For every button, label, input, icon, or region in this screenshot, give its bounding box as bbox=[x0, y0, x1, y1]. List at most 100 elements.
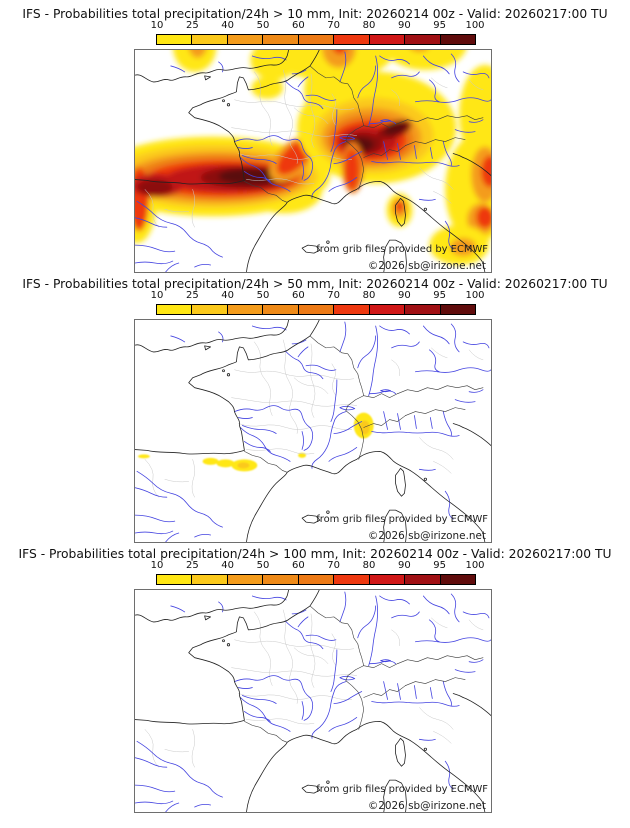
colorbar-tick-label: 95 bbox=[433, 20, 447, 31]
colorbar-tick-label: 40 bbox=[221, 560, 235, 571]
colorbar: 10 25 40 50 60 70 80 90 95 100 bbox=[151, 20, 485, 46]
colorbar-tick-label: 80 bbox=[362, 560, 376, 571]
colorbar-segment bbox=[440, 305, 475, 314]
colorbar-segment bbox=[298, 35, 335, 44]
precip-probability-area bbox=[333, 50, 347, 54]
colorbar-segment bbox=[405, 575, 441, 584]
colorbar-tick-label: 90 bbox=[397, 560, 411, 571]
precip-probability-area bbox=[136, 179, 173, 196]
colorbar-tick-label: 100 bbox=[465, 290, 485, 301]
colorbar-tick-label: 80 bbox=[362, 20, 376, 31]
colorbar-ticks: 10 25 40 50 60 70 80 90 95 100 bbox=[151, 290, 485, 302]
colorbar-tick-label: 70 bbox=[327, 20, 341, 31]
colorbar-segment bbox=[227, 35, 264, 44]
colorbar-tick-label: 40 bbox=[221, 290, 235, 301]
colorbar-tick-label: 90 bbox=[397, 290, 411, 301]
map-svg: from grib files provided by ECMWF ©2026 s… bbox=[135, 320, 491, 542]
colorbar-segment bbox=[405, 35, 441, 44]
colorbar-segment bbox=[192, 35, 228, 44]
colorbar-tick-label: 70 bbox=[327, 290, 341, 301]
precip-probability-area bbox=[412, 50, 427, 52]
panel-title: IFS - Probabilities total precipitation/… bbox=[22, 7, 608, 21]
precip-probability-area bbox=[266, 50, 394, 80]
credit-copyright: ©2026 sb@irizone.net bbox=[368, 260, 486, 272]
colorbar-ticks: 10 25 40 50 60 70 80 90 95 100 bbox=[151, 560, 485, 572]
credit-ecmwf: from grib files provided by ECMWF bbox=[316, 784, 488, 795]
precip-probability-area bbox=[359, 420, 370, 435]
map-svg: from grib files provided by ECMWF ©2026 s… bbox=[135, 50, 491, 272]
precip-probability-area bbox=[395, 200, 404, 213]
colorbar-segment bbox=[263, 305, 299, 314]
colorbar-tick-label: 40 bbox=[221, 20, 235, 31]
colorbar-segment bbox=[227, 305, 264, 314]
colorbar-tick-label: 70 bbox=[327, 560, 341, 571]
colorbar-segment bbox=[192, 575, 228, 584]
colorbar-segment bbox=[263, 575, 299, 584]
colorbar-tick-label: 25 bbox=[185, 560, 199, 571]
colorbar-segment bbox=[157, 575, 193, 584]
credit-copyright: ©2026 sb@irizone.net bbox=[368, 530, 486, 542]
precip-probability-area bbox=[384, 122, 407, 135]
map-50mm: from grib files provided by ECMWF ©2026 s… bbox=[134, 319, 492, 543]
panel-50mm: IFS - Probabilities total precipitation/… bbox=[0, 270, 630, 543]
colorbar-tick-label: 10 bbox=[150, 290, 164, 301]
colorbar-segment bbox=[440, 35, 475, 44]
colorbar-tick-label: 50 bbox=[256, 560, 270, 571]
precip-probability-area bbox=[137, 454, 150, 459]
colorbar-tick-label: 25 bbox=[185, 290, 199, 301]
precip-probability-area bbox=[237, 462, 250, 469]
colorbar-segment bbox=[227, 575, 264, 584]
colorbar-segment bbox=[192, 305, 228, 314]
colorbar-tick-label: 90 bbox=[397, 20, 411, 31]
colorbar-segment bbox=[369, 575, 406, 584]
colorbar-tick-label: 50 bbox=[256, 20, 270, 31]
precip-probability-area bbox=[173, 50, 217, 72]
colorbar-tick-label: 10 bbox=[150, 20, 164, 31]
colorbar-segment bbox=[298, 575, 335, 584]
colorbar-tick-label: 50 bbox=[256, 290, 270, 301]
colorbar-tick-label: 80 bbox=[362, 290, 376, 301]
precip-probability-area bbox=[322, 50, 356, 68]
precip-probability-area bbox=[216, 459, 235, 468]
colorbar: 10 25 40 50 60 70 80 90 95 100 bbox=[151, 560, 485, 586]
colorbar-tick-label: 60 bbox=[291, 290, 305, 301]
colorbar-segment bbox=[369, 305, 406, 314]
colorbar-scale bbox=[156, 574, 476, 585]
panel-title: IFS - Probabilities total precipitation/… bbox=[18, 547, 612, 561]
panel-10mm: IFS - Probabilities total precipitation/… bbox=[0, 0, 630, 273]
colorbar-tick-label: 25 bbox=[185, 20, 199, 31]
precip-probability-area bbox=[202, 457, 219, 465]
map-10mm: from grib files provided by ECMWF ©2026 s… bbox=[134, 49, 492, 273]
colorbar-segment bbox=[405, 305, 441, 314]
colorbar-segment bbox=[369, 35, 406, 44]
credit-ecmwf: from grib files provided by ECMWF bbox=[316, 514, 488, 525]
precip-probability-area bbox=[450, 238, 477, 257]
colorbar-segment bbox=[298, 305, 335, 314]
colorbar-scale bbox=[156, 304, 476, 315]
precip-probability-area bbox=[476, 206, 491, 229]
colorbar-tick-label: 95 bbox=[433, 560, 447, 571]
colorbar-segment bbox=[157, 305, 193, 314]
precip-probability-area bbox=[251, 76, 284, 99]
colorbar-scale bbox=[156, 34, 476, 45]
colorbar-tick-label: 95 bbox=[433, 290, 447, 301]
precip-probability-area bbox=[384, 50, 466, 70]
panel-100mm: IFS - Probabilities total precipitation/… bbox=[0, 540, 630, 813]
map-svg: from grib files provided by ECMWF ©2026 s… bbox=[135, 590, 491, 812]
precip-probability-area bbox=[189, 50, 207, 58]
colorbar-segment bbox=[440, 575, 475, 584]
colorbar: 10 25 40 50 60 70 80 90 95 100 bbox=[151, 290, 485, 316]
colorbar-segment bbox=[334, 305, 370, 314]
colorbar-tick-label: 100 bbox=[465, 20, 485, 31]
colorbar-tick-label: 10 bbox=[150, 560, 164, 571]
panel-title: IFS - Probabilities total precipitation/… bbox=[22, 277, 608, 291]
colorbar-ticks: 10 25 40 50 60 70 80 90 95 100 bbox=[151, 20, 485, 32]
colorbar-tick-label: 60 bbox=[291, 20, 305, 31]
colorbar-segment bbox=[157, 35, 193, 44]
credit-ecmwf: from grib files provided by ECMWF bbox=[316, 244, 488, 255]
colorbar-segment bbox=[334, 575, 370, 584]
credit-copyright: ©2026 sb@irizone.net bbox=[368, 800, 486, 812]
colorbar-tick-label: 100 bbox=[465, 560, 485, 571]
colorbar-segment bbox=[334, 35, 370, 44]
